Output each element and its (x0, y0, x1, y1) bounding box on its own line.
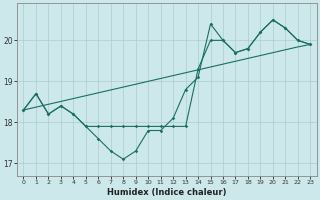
X-axis label: Humidex (Indice chaleur): Humidex (Indice chaleur) (107, 188, 227, 197)
